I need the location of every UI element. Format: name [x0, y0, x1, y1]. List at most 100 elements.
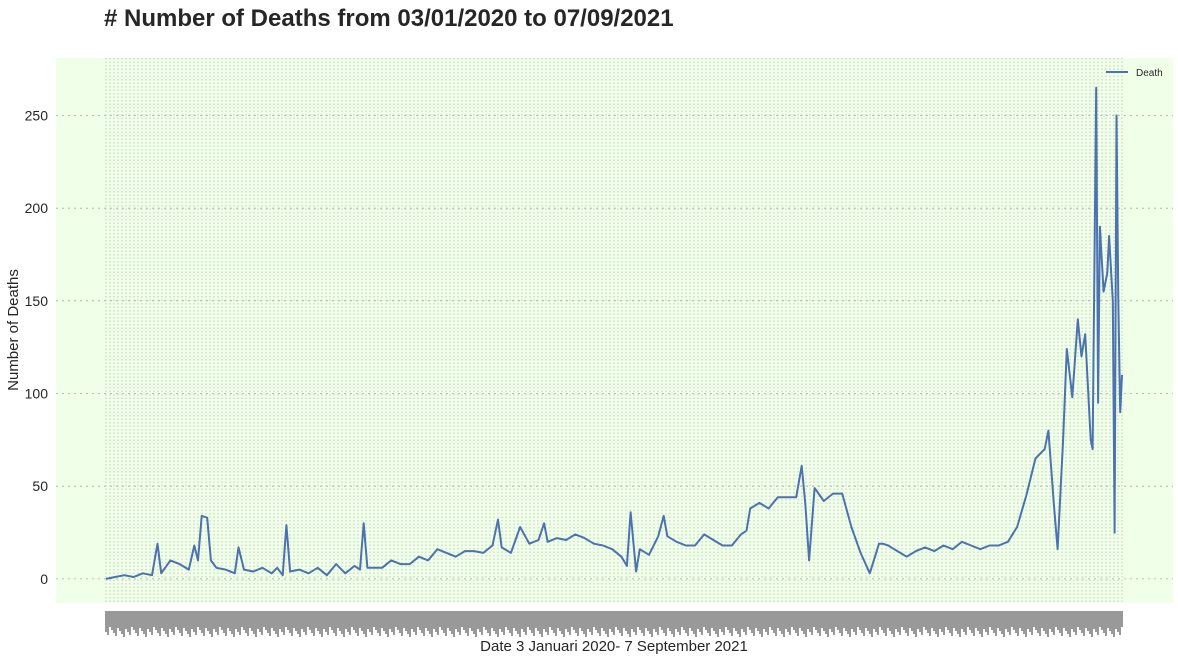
x-tick-mark — [377, 611, 379, 633]
x-tick-mark — [1089, 611, 1091, 634]
x-tick-mark — [599, 611, 601, 636]
x-tick-mark — [325, 611, 327, 632]
x-tick-mark — [387, 611, 389, 637]
x-tick-mark — [117, 611, 119, 628]
x-tick-mark — [927, 611, 929, 633]
x-tick-mark — [1087, 611, 1089, 631]
x-tick-mark — [215, 611, 217, 632]
x-tick-mark — [947, 611, 949, 630]
x-tick-mark — [523, 611, 525, 632]
x-tick-mark — [155, 611, 157, 630]
x-tick-mark — [829, 611, 831, 629]
x-tick-mark — [481, 611, 483, 635]
x-tick-mark — [607, 611, 609, 637]
x-tick-mark — [1011, 611, 1013, 627]
x-tick-mark — [351, 611, 353, 627]
x-tick-mark — [231, 611, 233, 634]
x-tick-mark — [649, 611, 651, 634]
x-tick-mark — [591, 611, 593, 635]
x-tick-mark — [229, 611, 231, 631]
x-tick-mark — [1097, 611, 1099, 635]
x-tick-mark — [1025, 611, 1027, 637]
x-tick-mark — [1003, 611, 1005, 637]
x-tick-mark — [943, 611, 945, 635]
x-tick-mark — [287, 611, 289, 630]
x-tick-mark — [201, 611, 203, 633]
x-tick-mark — [1043, 611, 1045, 631]
x-tick-mark — [365, 611, 367, 637]
x-tick-mark — [929, 611, 931, 636]
x-tick-mark — [1099, 611, 1101, 627]
x-tick-mark — [1033, 611, 1035, 627]
x-tick-mark — [713, 611, 715, 631]
x-tick-mark — [339, 611, 341, 631]
x-tick-mark — [347, 611, 349, 632]
x-tick-mark — [323, 611, 325, 629]
x-tick-mark — [803, 611, 805, 634]
x-tick-mark — [1027, 611, 1029, 629]
x-tick-mark — [1005, 611, 1007, 629]
x-tick-mark — [955, 611, 957, 631]
x-tick-mark — [165, 611, 167, 634]
x-tick-mark — [513, 611, 515, 628]
x-tick-mark — [293, 611, 295, 628]
x-tick-mark — [1083, 611, 1085, 636]
x-tick-mark — [337, 611, 339, 628]
x-tick-mark — [1085, 611, 1087, 628]
x-tick-mark — [425, 611, 427, 628]
x-tick-mark — [255, 611, 257, 637]
x-tick-mark — [343, 611, 345, 637]
x-tick-mark — [907, 611, 909, 636]
x-tick-mark — [885, 611, 887, 636]
x-tick-mark — [637, 611, 639, 627]
x-tick-mark — [313, 611, 315, 636]
x-tick-mark — [191, 611, 193, 629]
x-tick-mark — [645, 611, 647, 628]
x-tick-mark — [617, 611, 619, 630]
x-tick-mark — [961, 611, 963, 629]
x-tick-mark — [419, 611, 421, 630]
x-tick-mark — [497, 611, 499, 637]
x-tick-mark — [251, 611, 253, 631]
x-tick-mark — [967, 611, 969, 627]
x-tick-mark — [727, 611, 729, 630]
x-tick-mark — [411, 611, 413, 629]
x-tick-mark — [657, 611, 659, 635]
x-tick-mark — [1037, 611, 1039, 633]
x-tick-mark — [899, 611, 901, 635]
x-tick-mark — [787, 611, 789, 632]
x-tick-mark — [627, 611, 629, 634]
x-tick-mark — [315, 611, 317, 628]
x-tick-mark — [107, 611, 109, 635]
x-tick-mark — [595, 611, 597, 630]
x-tick-mark — [737, 611, 739, 634]
x-tick-mark — [1009, 611, 1011, 635]
x-tick-mark — [843, 611, 845, 628]
x-tick-mark — [477, 611, 479, 629]
x-tick-mark — [1069, 611, 1071, 637]
x-tick-mark — [839, 611, 841, 633]
x-tick-mark — [905, 611, 907, 633]
x-tick-mark — [573, 611, 575, 630]
x-tick-mark — [791, 611, 793, 627]
x-tick-mark — [689, 611, 691, 628]
x-tick-mark — [147, 611, 149, 629]
x-tick-mark — [971, 611, 973, 633]
legend: Death — [1106, 68, 1163, 79]
x-tick-mark — [501, 611, 503, 632]
x-tick-mark — [341, 611, 343, 634]
x-tick-mark — [733, 611, 735, 628]
x-tick-mark — [739, 611, 741, 637]
x-tick-mark — [559, 611, 561, 631]
x-tick-mark — [735, 611, 737, 631]
x-tick-mark — [241, 611, 243, 627]
x-tick-mark — [987, 611, 989, 635]
x-tick-mark — [801, 611, 803, 631]
x-tick-mark — [893, 611, 895, 637]
x-tick-mark — [785, 611, 787, 629]
x-tick-mark — [493, 611, 495, 631]
x-tick-mark — [871, 611, 873, 637]
x-tick-mark — [771, 611, 773, 630]
x-tick-mark — [1021, 611, 1023, 631]
x-tick-mark — [439, 611, 441, 627]
